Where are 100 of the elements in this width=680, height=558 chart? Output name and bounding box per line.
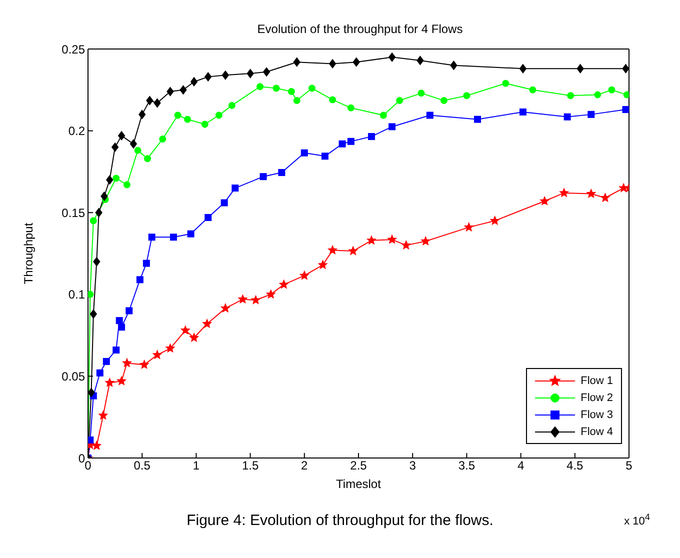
point	[238, 294, 248, 304]
point	[380, 112, 387, 119]
point	[123, 181, 130, 188]
point	[221, 304, 230, 312]
x-tick-label: 0.5	[134, 458, 151, 473]
y-tick-label: 0.1	[68, 288, 86, 302]
point	[368, 133, 375, 140]
point	[159, 135, 166, 142]
point	[184, 116, 192, 123]
point	[228, 102, 236, 109]
point	[122, 358, 132, 367]
point	[622, 64, 629, 74]
point	[367, 236, 376, 244]
point	[594, 91, 602, 98]
point	[204, 72, 212, 82]
point	[112, 174, 120, 182]
point	[222, 70, 229, 80]
point	[300, 149, 308, 156]
caption: Figure 4: Evolution of throughput for the flows.	[186, 512, 494, 529]
point	[93, 257, 100, 266]
point	[564, 113, 571, 120]
point	[348, 246, 358, 255]
x-tick-label: 2.5	[350, 458, 368, 473]
point	[204, 214, 212, 222]
point	[519, 64, 526, 74]
point	[140, 360, 149, 368]
point	[90, 310, 97, 319]
legend-label: Flow 2	[580, 392, 613, 404]
point	[463, 92, 470, 100]
legend-label: Flow 3	[580, 408, 613, 420]
point	[560, 188, 568, 197]
point	[144, 155, 152, 162]
point	[402, 240, 410, 250]
point	[232, 184, 239, 192]
point	[117, 376, 126, 385]
point	[502, 80, 510, 87]
point	[619, 184, 628, 192]
point	[576, 64, 584, 74]
x-tick-label: 5	[626, 458, 633, 473]
y-tick-label: 0.2	[68, 124, 86, 138]
point	[190, 77, 198, 86]
point	[519, 108, 526, 116]
point	[105, 378, 114, 386]
point	[321, 152, 328, 160]
point	[272, 84, 280, 92]
point	[100, 192, 108, 201]
point	[529, 86, 536, 94]
x-tick-label: 3.5	[458, 458, 476, 473]
point	[288, 88, 295, 96]
point	[338, 140, 346, 148]
point	[88, 436, 94, 444]
point	[126, 307, 133, 314]
point	[134, 146, 142, 154]
point	[308, 84, 316, 92]
point	[220, 199, 228, 206]
point	[388, 235, 396, 244]
y-tick-label: 0.05	[62, 369, 86, 384]
point	[588, 110, 595, 118]
point	[136, 276, 144, 284]
point	[600, 193, 610, 202]
point	[146, 96, 154, 106]
point	[293, 58, 300, 67]
point	[388, 52, 396, 62]
point	[450, 60, 458, 70]
x-tick-label: 3	[409, 458, 416, 473]
x-tick-label: 2	[301, 458, 308, 473]
point	[329, 96, 336, 104]
point	[187, 230, 194, 238]
point	[112, 346, 120, 354]
point	[263, 67, 270, 76]
point	[90, 217, 97, 224]
point	[174, 112, 182, 119]
point	[154, 98, 161, 108]
point	[246, 69, 254, 78]
point	[118, 324, 126, 331]
point	[92, 441, 101, 450]
point	[118, 131, 126, 140]
point	[201, 120, 208, 128]
point	[318, 260, 328, 269]
point	[202, 319, 212, 328]
point	[440, 97, 448, 104]
x-tick-label: 1	[192, 458, 200, 473]
point	[142, 260, 150, 267]
point	[170, 234, 177, 241]
point	[256, 83, 264, 90]
legend-label: Flow 1	[580, 374, 613, 386]
point	[88, 290, 94, 298]
point	[540, 196, 549, 205]
point	[416, 56, 424, 65]
point	[260, 173, 267, 180]
point	[418, 90, 425, 97]
x-axis-title: Timeslot	[336, 477, 382, 491]
point	[116, 317, 123, 324]
point	[623, 91, 629, 98]
point	[152, 350, 162, 359]
y-axis-title: Throughput	[21, 222, 36, 284]
legend-label: Flow 4	[580, 426, 613, 438]
point	[180, 85, 187, 94]
point	[96, 369, 104, 376]
point	[190, 333, 198, 342]
